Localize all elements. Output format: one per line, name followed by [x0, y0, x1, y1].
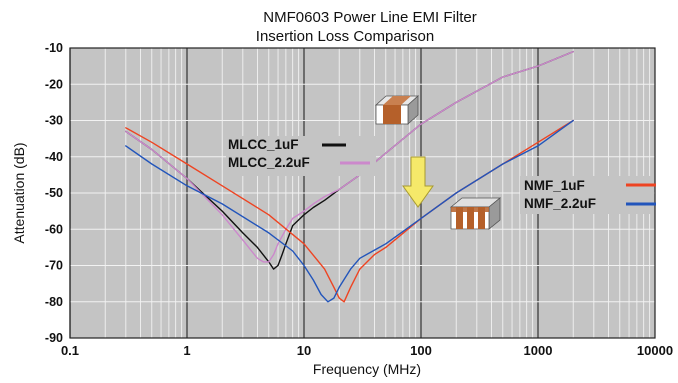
y-tick-label: -90 — [45, 331, 63, 345]
x-axis-label: Frequency (MHz) — [313, 361, 421, 377]
legend-label-mlcc-1uf: MLCC_1uF — [228, 137, 299, 152]
chart-title: NMF0603 Power Line EMI Filter — [263, 9, 476, 26]
y-tick-label: -50 — [45, 186, 63, 200]
y-tick-label: -20 — [45, 77, 63, 91]
y-tick-labels: -10 -20 -30 -40 -50 -60 -70 -80 -90 — [45, 41, 63, 345]
x-tick-label: 1000 — [524, 343, 553, 358]
y-tick-label: -70 — [45, 259, 63, 273]
x-tick-label: 0.1 — [61, 343, 79, 358]
y-tick-label: -40 — [45, 150, 63, 164]
legend-label-mlcc-2-2uf: MLCC_2.2uF — [228, 155, 310, 170]
legend-nmf-bg — [520, 176, 654, 214]
x-tick-label: 100 — [410, 343, 432, 358]
series-line-nmf-2-2uf — [125, 119, 574, 303]
legend-label-nmf-1uf: NMF_1uF — [524, 178, 585, 193]
series-line-mlcc-2-2uf — [125, 50, 574, 263]
legend-mlcc: MLCC_1uF MLCC_2.2uF — [226, 136, 376, 176]
y-tick-label: -10 — [45, 41, 63, 55]
legend-label-nmf-2-2uf: NMF_2.2uF — [524, 196, 596, 211]
x-tick-label: 1 — [183, 343, 190, 358]
down-arrow-icon — [402, 156, 434, 208]
x-tick-label: 10 — [297, 343, 311, 358]
x-tick-label: 10000 — [637, 343, 673, 358]
series-group — [125, 50, 574, 303]
nmf-chip-icon — [449, 197, 502, 230]
mlcc-chip-icon — [374, 95, 420, 125]
y-tick-label: -30 — [45, 114, 63, 128]
y-tick-label: -80 — [45, 295, 63, 309]
x-tick-labels: 0.1 1 10 100 1000 10000 — [61, 343, 673, 358]
legend-mlcc-bg — [226, 136, 376, 176]
legend-nmf: NMF_1uF NMF_2.2uF — [520, 176, 656, 214]
chart-subtitle: Insertion Loss Comparison — [256, 28, 434, 45]
y-axis-label: Attenuation (dB) — [11, 142, 27, 243]
y-tick-label: -60 — [45, 222, 63, 236]
plot-frame — [69, 47, 656, 339]
